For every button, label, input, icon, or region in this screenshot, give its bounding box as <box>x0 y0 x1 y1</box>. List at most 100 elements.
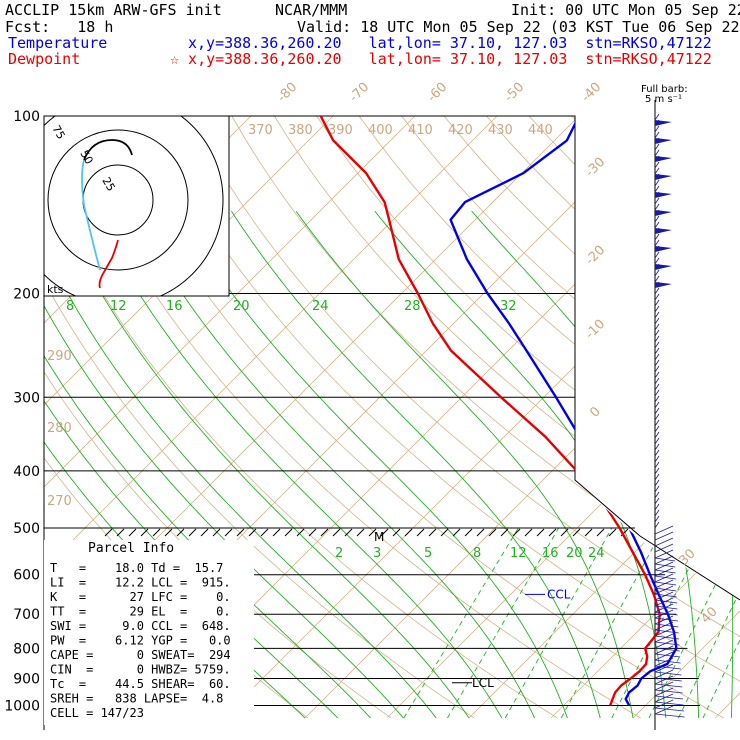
mixing-ratio-label: 12 <box>510 546 527 561</box>
moist-adiabat <box>588 210 734 718</box>
wind-barb <box>654 161 660 169</box>
wind-barb <box>654 347 660 355</box>
theta-label: 270 <box>47 494 72 509</box>
wind-barb <box>654 467 660 475</box>
barb-legend-title: Full barb: <box>641 84 688 95</box>
wind-barb-feather <box>654 605 678 610</box>
dewpoint-series-line <box>319 116 661 706</box>
wind-barb <box>654 503 660 511</box>
wind-barb <box>654 633 674 643</box>
theta-label: 420 <box>448 123 473 138</box>
wind-barb <box>654 705 674 715</box>
isotherm-label: -40 <box>579 80 605 106</box>
hatch-mark <box>236 528 245 537</box>
wind-barb <box>654 239 660 247</box>
header-line1-mid: NCAR/MMM <box>275 1 348 19</box>
pressure-label: 500 <box>13 521 40 537</box>
hodograph-ring-label: 25 <box>99 175 117 194</box>
theta-label: 410 <box>408 123 433 138</box>
hatch-mark <box>500 528 509 537</box>
hodograph-trace-high <box>83 139 133 161</box>
theta-label: 290 <box>47 349 72 364</box>
wind-barb <box>654 657 674 667</box>
theta-label: 380 <box>288 123 313 138</box>
lcl-label: LCL <box>472 676 494 690</box>
parcel-info-row: CIN = 0 HWBZ= 5759. <box>50 663 231 677</box>
wind-barb-feather <box>654 713 685 718</box>
isotherm-line <box>714 116 740 719</box>
header-line1-right: Init: 00 UTC Mon 05 Sep 22 <box>511 1 740 19</box>
hatch-mark <box>476 528 485 537</box>
wind-barb <box>654 251 660 259</box>
isotherm-line <box>44 116 334 719</box>
wind-barb-feather <box>654 665 681 670</box>
temperature-legend-label: Temperature <box>8 34 108 52</box>
wind-barb <box>654 413 660 421</box>
hatch-mark <box>260 528 269 537</box>
wind-barb-feather <box>654 671 682 676</box>
wind-barb <box>654 681 674 691</box>
pressure-label: 800 <box>13 641 40 657</box>
wind-barb-flag <box>655 138 672 144</box>
hatch-mark <box>608 528 617 537</box>
pressure-label: 700 <box>13 607 40 623</box>
pressure-label: 200 <box>13 286 40 302</box>
wind-barb <box>654 395 660 403</box>
dry-adiabat <box>613 116 740 719</box>
dry-adiabat <box>231 116 740 719</box>
wind-barb <box>654 561 674 571</box>
hatch-mark <box>404 528 413 537</box>
hodograph-box <box>43 115 230 297</box>
wind-barb-feather <box>654 695 684 700</box>
parcel-info-row: TT = 29 EL = 0. <box>50 605 231 619</box>
hatch-mark <box>428 528 437 537</box>
wind-barb <box>654 497 660 505</box>
wind-barb-feather <box>654 659 681 664</box>
wind-barb <box>654 509 660 517</box>
wind-barb-feather <box>654 683 683 688</box>
dewpoint-legend-info: ☆ x,y=388.36,260.20 lat,lon= 37.10, 127.… <box>170 50 712 68</box>
parcel-info-title: Parcel Info <box>88 541 174 556</box>
theta-e-label: 32 <box>500 299 517 314</box>
theta-e-label: 28 <box>404 299 421 314</box>
mixing-ratio-label: 16 <box>542 546 559 561</box>
isotherm-label: -50 <box>502 80 528 106</box>
wind-barb-flag <box>655 156 672 162</box>
dry-adiabat <box>656 116 740 719</box>
wind-barb-feather <box>654 647 680 652</box>
hatch-mark <box>332 528 341 537</box>
dry-adiabat <box>146 116 740 719</box>
wind-barb <box>654 143 660 151</box>
wind-barb <box>654 651 674 661</box>
wind-barb <box>654 537 674 547</box>
hatch-mark <box>164 528 173 537</box>
wind-barb <box>654 425 660 433</box>
hodograph-trace-low <box>98 239 119 289</box>
dry-adiabat <box>61 116 641 719</box>
header-line2-left: Fcst: 18 h <box>5 18 114 36</box>
wind-barb <box>654 335 660 343</box>
wind-barb <box>654 323 660 331</box>
hatch-mark <box>548 528 557 537</box>
wind-barb <box>654 621 674 631</box>
wind-barb <box>654 597 674 607</box>
wind-barb-flag <box>655 120 672 126</box>
theta-label: 440 <box>528 123 553 138</box>
wind-barb <box>654 287 660 295</box>
hodograph-ring <box>44 116 224 296</box>
wind-barb <box>654 491 660 499</box>
mixing-ratio-label: 3 <box>373 546 381 561</box>
hatch-mark <box>188 528 197 537</box>
wind-barb <box>654 431 660 439</box>
theta-e-label: 8 <box>66 299 74 314</box>
wind-barb <box>654 113 660 121</box>
wind-barb <box>654 645 674 655</box>
pressure-label: 400 <box>13 464 40 480</box>
hodograph-ring-label: 75 <box>49 123 67 142</box>
hodograph-ring-label: 50 <box>77 148 95 167</box>
wind-barb <box>654 675 674 685</box>
dry-adiabat <box>44 116 558 719</box>
wind-barb <box>654 521 660 529</box>
wind-barb-feather <box>654 653 681 658</box>
